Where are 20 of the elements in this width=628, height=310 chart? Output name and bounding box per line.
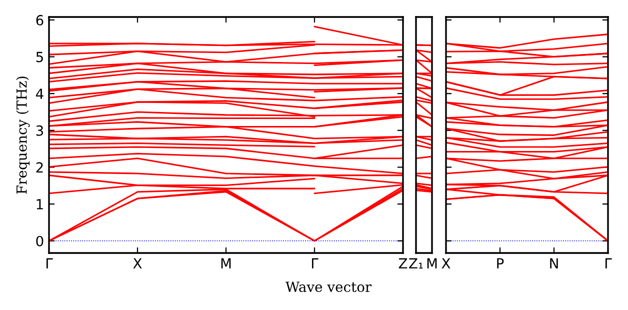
x-tick-label: M [427,258,437,268]
y-tick-label: 1 [36,199,43,210]
x-tick-label: Z [398,258,408,268]
y-tick-label: 6 [36,14,44,26]
x-tick-label: N [550,258,558,268]
y-tick-label: 0 [36,236,44,246]
y-tick-label: 4 [36,88,44,99]
x-tick-label: Γ [312,258,318,268]
x-tick-label: Γ [46,258,53,268]
x-tick-label: M [221,258,231,268]
x-tick-label: P [497,258,504,268]
y-tick-label: 2 [36,162,43,172]
x-tick-label: Γ [605,258,612,268]
x-tick-label: X [133,258,142,268]
y-tick-label: 5 [36,52,43,62]
x-tick-label: Z₁ [409,258,423,268]
y-tick-label: 3 [36,125,44,136]
y-axis-title: Frequency (THz) [16,76,30,194]
x-tick-label: X [442,258,450,268]
x-axis-title: Wave vector [285,282,372,292]
